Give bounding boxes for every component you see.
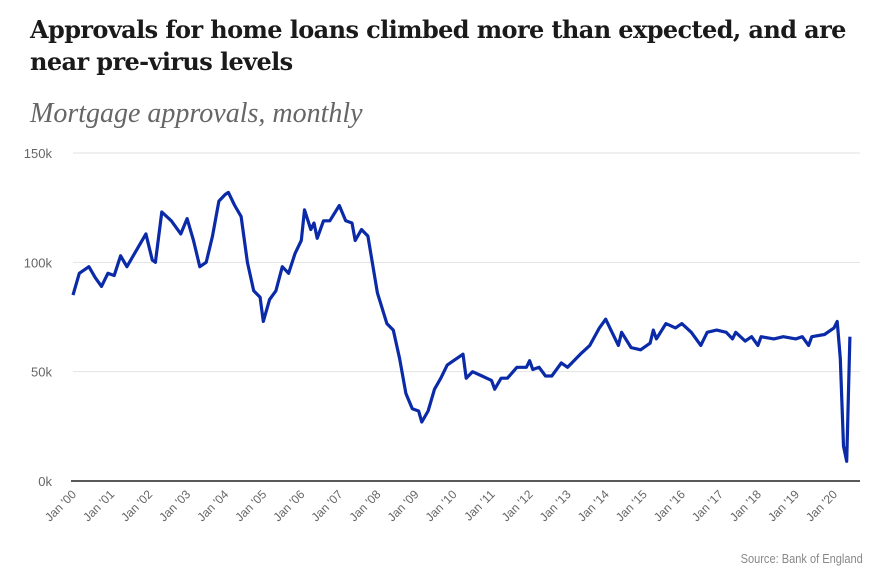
- x-tick-label: Jan '14: [575, 487, 612, 524]
- source-note: Source: Bank of England: [740, 551, 863, 566]
- x-tick-label: Jan '00: [42, 487, 79, 524]
- x-tick-label: Jan '11: [461, 487, 498, 524]
- x-tick-label: Jan '13: [537, 487, 574, 524]
- y-tick-label: 50k: [31, 365, 52, 380]
- x-tick-label: Jan '03: [156, 487, 193, 524]
- x-tick-label: Jan '08: [347, 487, 384, 524]
- x-tick-label: Jan '12: [499, 487, 536, 524]
- y-tick-label: 150k: [24, 146, 53, 161]
- x-tick-label: Jan '15: [613, 487, 650, 524]
- x-tick-label: Jan '06: [270, 487, 307, 524]
- x-tick-label: Jan '10: [423, 487, 460, 524]
- x-tick-label: Jan '02: [118, 487, 155, 524]
- x-tick-label: Jan '05: [232, 487, 269, 524]
- x-tick-label: Jan '09: [385, 487, 422, 524]
- chart-subtitle: Mortgage approvals, monthly: [30, 98, 363, 129]
- series-line: [71, 190, 852, 463]
- x-tick-label: Jan '07: [308, 487, 345, 524]
- x-tick-label: Jan '18: [727, 487, 764, 524]
- x-tick-label: Jan '16: [651, 487, 688, 524]
- x-tick-label: Jan '17: [689, 487, 726, 524]
- y-tick-label: 0k: [38, 474, 52, 489]
- x-tick-label: Jan '19: [765, 487, 802, 524]
- chart-title: Approvals for home loans climbed more th…: [30, 15, 846, 76]
- x-tick-label: Jan '04: [194, 487, 231, 524]
- x-tick-label: Jan '20: [803, 487, 840, 524]
- y-tick-label: 100k: [24, 255, 53, 270]
- x-tick-label: Jan '01: [80, 487, 117, 524]
